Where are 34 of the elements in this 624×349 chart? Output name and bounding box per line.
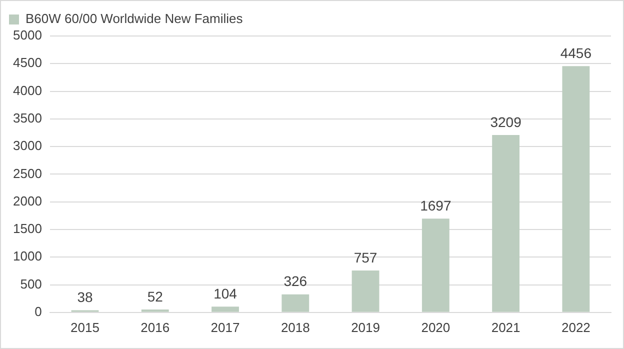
x-tick-label: 2019 (351, 320, 380, 335)
bar (282, 294, 310, 312)
x-tick-label: 2020 (421, 320, 450, 335)
x-tick-label: 2021 (491, 320, 520, 335)
data-label: 52 (147, 288, 164, 304)
x-tick-label: 2015 (70, 320, 100, 335)
data-label: 104 (214, 286, 238, 302)
y-tick-label: 5000 (13, 28, 42, 43)
y-tick-label: 0 (34, 304, 42, 319)
y-tick-label: 2000 (13, 193, 42, 208)
data-label: 3209 (490, 114, 522, 130)
legend-label: B60W 60/00 Worldwide New Families (26, 11, 244, 26)
bar (422, 218, 450, 312)
bar (352, 270, 380, 312)
data-label: 38 (77, 289, 93, 306)
x-tick-label: 2017 (210, 320, 240, 335)
y-tick-label: 4500 (13, 55, 42, 70)
bar (492, 135, 520, 312)
y-tick-label: 4000 (13, 82, 42, 98)
y-tick-label: 2500 (13, 166, 42, 181)
y-tick-label: 3000 (13, 138, 42, 154)
data-label: 4456 (560, 44, 592, 61)
x-tick-label: 2022 (561, 320, 590, 335)
y-tick-label: 500 (20, 276, 42, 292)
x-tick-label: 2018 (280, 320, 310, 335)
y-tick-label: 1500 (13, 221, 42, 236)
x-tick-label: 2016 (140, 320, 170, 335)
bar (562, 66, 590, 312)
data-label: 1697 (420, 197, 452, 214)
y-tick-label: 1000 (13, 248, 42, 264)
data-label: 326 (284, 273, 308, 290)
y-tick-label: 3500 (13, 110, 42, 126)
data-label: 757 (354, 249, 378, 266)
bar (212, 306, 239, 312)
